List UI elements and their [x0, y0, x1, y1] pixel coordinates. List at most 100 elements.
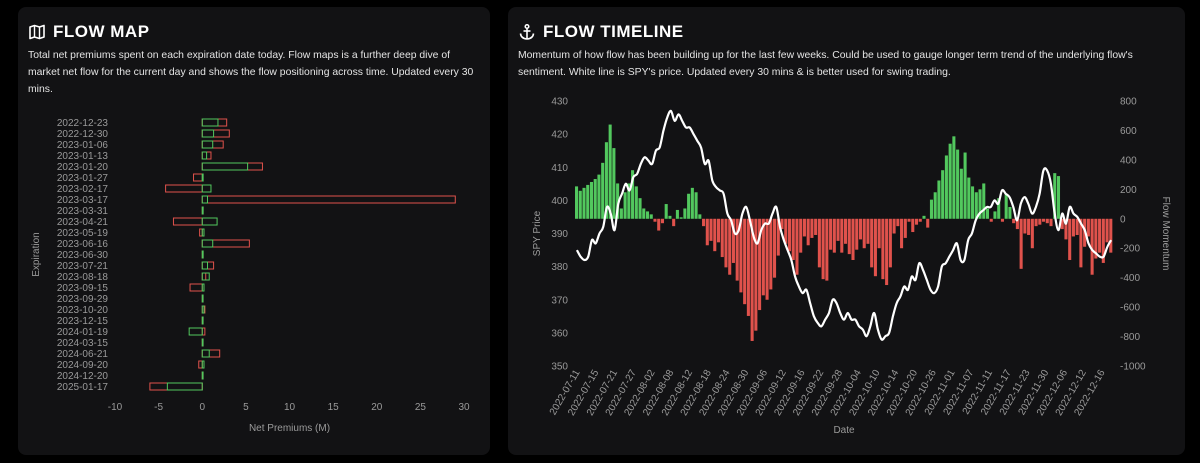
- y-right-tick-label: -200: [1120, 244, 1140, 255]
- flow-timeline-title: FLOW TIMELINE: [518, 22, 684, 42]
- momentum-bar-positive: [575, 186, 579, 219]
- momentum-bar-negative: [926, 218, 930, 228]
- momentum-bar-positive: [649, 214, 653, 219]
- momentum-bar-negative: [1109, 218, 1113, 253]
- momentum-bar-positive: [631, 170, 635, 219]
- flow-map-panel: FLOW MAP Total net premiums spent on eac…: [18, 7, 490, 455]
- momentum-bar-negative: [907, 218, 911, 222]
- x-tick-label: 25: [415, 402, 427, 413]
- momentum-bar-negative: [765, 218, 769, 300]
- momentum-bar-negative: [795, 218, 799, 275]
- momentum-bar-positive: [634, 186, 638, 219]
- call-bar: [201, 272, 210, 281]
- momentum-bar-negative: [739, 218, 743, 293]
- momentum-bar-negative: [1075, 218, 1079, 235]
- y-left-tick-label: 350: [551, 362, 568, 373]
- flow-timeline-description: Momentum of how flow has been building u…: [518, 50, 1133, 78]
- x-tick-label: 5: [243, 402, 249, 413]
- call-bar: [201, 118, 219, 127]
- momentum-bar-negative: [866, 218, 870, 244]
- y-tick-label: 2024-09-20: [57, 360, 109, 371]
- y-tick-label: 2022-12-23: [57, 118, 109, 129]
- momentum-bar-positive: [978, 189, 982, 219]
- momentum-bar-negative: [814, 218, 818, 235]
- y-tick-label: 2023-01-06: [57, 140, 109, 151]
- y-left-tick-label: 400: [551, 196, 568, 207]
- momentum-bar-positive: [941, 170, 945, 219]
- y-left-tick-label: 360: [551, 328, 568, 339]
- momentum-bar-negative: [705, 218, 709, 246]
- momentum-bar-negative: [750, 218, 754, 341]
- momentum-bar-negative: [1034, 218, 1038, 227]
- flow-map-title: FLOW MAP: [28, 22, 150, 42]
- call-bar: [201, 305, 205, 314]
- momentum-bar-positive: [679, 217, 683, 219]
- flow-map-title-text: FLOW MAP: [53, 22, 150, 41]
- call-bar: [188, 327, 203, 336]
- momentum-bar-negative: [791, 218, 795, 260]
- momentum-bar-positive: [642, 208, 646, 219]
- call-bar: [201, 294, 204, 303]
- momentum-bar-positive: [597, 174, 601, 219]
- y-right-tick-label: 800: [1120, 97, 1137, 108]
- momentum-bar-negative: [724, 218, 728, 268]
- momentum-bar-negative: [746, 218, 750, 316]
- momentum-bar-positive: [929, 199, 933, 219]
- call-bar: [201, 162, 249, 171]
- momentum-bar-positive: [956, 149, 960, 219]
- momentum-bar-negative: [918, 218, 922, 222]
- momentum-bar-negative: [829, 218, 833, 250]
- momentum-bar-negative: [1049, 218, 1053, 227]
- momentum-bar-negative: [1023, 218, 1027, 234]
- y-left-axis-label: SPY Price: [532, 210, 543, 256]
- momentum-bar-negative: [1105, 218, 1109, 243]
- y-tick-label: 2022-12-30: [57, 129, 109, 140]
- momentum-bar-negative: [840, 218, 844, 253]
- momentum-bar-positive: [1004, 193, 1008, 219]
- x-tick-label: 0: [199, 402, 205, 413]
- momentum-bar-negative: [1045, 218, 1049, 224]
- momentum-bar-negative: [855, 218, 859, 250]
- momentum-bar-positive: [948, 143, 952, 219]
- y-tick-label: 2023-09-29: [57, 294, 109, 305]
- momentum-bar-negative: [1068, 218, 1072, 260]
- momentum-bar-negative: [1094, 218, 1098, 259]
- momentum-bar-negative: [1000, 218, 1004, 222]
- momentum-bar-positive: [1053, 173, 1057, 219]
- y-tick-label: 2023-12-15: [57, 316, 109, 327]
- y-tick-label: 2025-01-17: [57, 382, 109, 393]
- momentum-bar-negative: [844, 218, 848, 244]
- y-tick-label: 2023-06-16: [57, 239, 109, 250]
- momentum-bar-negative: [1060, 218, 1064, 230]
- momentum-bar-positive: [997, 198, 1001, 219]
- call-bar: [201, 261, 208, 270]
- y-tick-label: 2024-01-19: [57, 327, 109, 338]
- momentum-bar-negative: [873, 218, 877, 277]
- call-bar: [201, 151, 208, 160]
- momentum-bar-positive: [608, 124, 612, 219]
- momentum-bar-negative: [754, 218, 758, 331]
- momentum-bar-positive: [623, 192, 627, 219]
- momentum-bar-negative: [1079, 218, 1083, 268]
- momentum-bar-negative: [911, 218, 915, 233]
- y-left-tick-label: 390: [551, 229, 568, 240]
- momentum-bar-positive: [1008, 207, 1012, 219]
- call-bar: [201, 184, 212, 193]
- momentum-bar-negative: [713, 218, 717, 252]
- momentum-bar-negative: [672, 218, 676, 227]
- y-axis-label: Expiration: [31, 232, 42, 276]
- momentum-bar-negative: [851, 218, 855, 260]
- call-bar: [166, 382, 203, 391]
- y-tick-label: 2023-10-20: [57, 305, 109, 316]
- y-tick-label: 2024-06-21: [57, 349, 109, 360]
- momentum-bar-positive: [944, 155, 948, 219]
- momentum-bar-positive: [687, 193, 691, 219]
- momentum-bar-negative: [1012, 218, 1016, 224]
- x-axis-label: Date: [833, 425, 855, 436]
- momentum-bar-negative: [787, 218, 792, 252]
- momentum-bar-positive: [993, 211, 997, 219]
- y-tick-label: 2024-03-15: [57, 338, 109, 349]
- momentum-bar-negative: [702, 218, 706, 227]
